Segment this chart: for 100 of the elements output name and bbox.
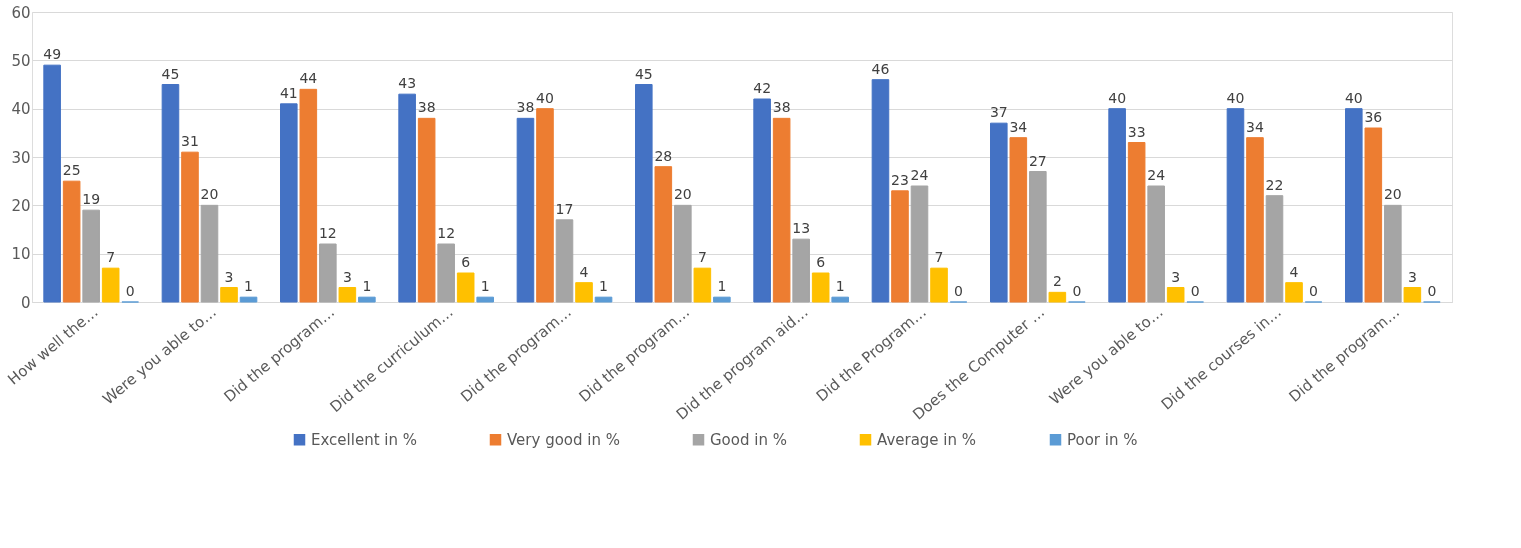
bar xyxy=(101,267,120,303)
data-label: 31 xyxy=(181,133,199,150)
data-label: 24 xyxy=(910,167,929,183)
bar xyxy=(398,93,416,303)
bar xyxy=(575,282,593,303)
data-label: 0 xyxy=(1309,283,1318,299)
legend-label: Poor in % xyxy=(1067,430,1138,449)
bar xyxy=(674,204,692,303)
data-label: 13 xyxy=(792,220,811,237)
bar xyxy=(358,296,376,303)
bar xyxy=(1029,171,1047,303)
data-label: 25 xyxy=(62,162,81,179)
data-label: 34 xyxy=(1246,118,1264,135)
y-tick-label: 30 xyxy=(11,148,31,167)
data-label: 40 xyxy=(1226,89,1245,106)
y-tick-label: 40 xyxy=(11,100,31,119)
data-label: 45 xyxy=(634,65,653,82)
data-label: 38 xyxy=(772,99,791,116)
bar xyxy=(811,272,830,303)
bar xyxy=(437,243,455,303)
data-label: 45 xyxy=(161,65,180,82)
data-label: 33 xyxy=(1127,123,1146,140)
data-label: 0 xyxy=(1427,283,1437,299)
data-label: 1 xyxy=(599,278,608,295)
data-label: 34 xyxy=(1009,118,1028,135)
bar xyxy=(200,204,219,303)
bar xyxy=(299,88,318,303)
data-label: 37 xyxy=(989,104,1008,121)
bar xyxy=(220,287,238,303)
bar xyxy=(654,166,673,303)
data-label: 0 xyxy=(954,283,963,299)
bar xyxy=(1285,282,1303,303)
bar xyxy=(62,180,81,303)
bar xyxy=(1384,204,1402,303)
bar xyxy=(1127,142,1146,303)
bar xyxy=(1108,108,1126,303)
bar xyxy=(161,84,180,303)
data-label: 12 xyxy=(318,225,337,241)
data-label: 1 xyxy=(244,278,253,295)
data-label: 12 xyxy=(437,225,456,241)
data-label: 22 xyxy=(1265,176,1284,193)
data-label: 1 xyxy=(717,278,727,295)
data-label: 7 xyxy=(106,249,116,266)
bar xyxy=(280,103,298,303)
data-label: 6 xyxy=(461,254,471,270)
y-tick-label: 0 xyxy=(20,293,31,312)
bar xyxy=(1364,127,1383,303)
data-label: 36 xyxy=(1364,109,1383,125)
data-label: 0 xyxy=(1190,283,1200,299)
bar xyxy=(713,296,731,303)
data-label: 38 xyxy=(417,99,436,116)
bar xyxy=(792,238,810,303)
data-label: 3 xyxy=(1407,268,1417,285)
y-tick-label: 20 xyxy=(11,196,31,215)
y-tick-label: 50 xyxy=(11,51,31,70)
data-label: 20 xyxy=(1383,186,1402,203)
bar xyxy=(891,190,909,303)
y-tick-label: 60 xyxy=(11,3,31,22)
bar xyxy=(871,79,890,303)
bar xyxy=(555,219,574,303)
bar xyxy=(1048,291,1067,303)
data-label: 3 xyxy=(1171,268,1181,285)
data-label: 1 xyxy=(835,278,845,295)
bar xyxy=(476,296,494,303)
bar xyxy=(1403,287,1422,303)
bar xyxy=(635,84,653,303)
data-label: 4 xyxy=(1289,263,1299,280)
data-label: 23 xyxy=(891,171,909,188)
legend-label: Good in % xyxy=(710,430,787,449)
bar xyxy=(1009,137,1028,303)
bar xyxy=(1265,195,1284,303)
bar xyxy=(1147,185,1165,303)
data-label: 4 xyxy=(579,263,589,280)
bar xyxy=(181,151,199,303)
data-label: 3 xyxy=(224,268,234,285)
data-label: 2 xyxy=(1052,273,1062,290)
data-label: 20 xyxy=(200,186,219,203)
data-label: 38 xyxy=(516,99,535,116)
data-label: 42 xyxy=(753,80,772,96)
data-label: 40 xyxy=(1344,89,1363,106)
bar xyxy=(1166,287,1185,303)
data-label: 44 xyxy=(299,70,318,87)
bar xyxy=(831,296,849,303)
data-label: 19 xyxy=(82,191,101,208)
bar xyxy=(456,272,475,303)
data-label: 41 xyxy=(279,84,298,101)
data-label: 28 xyxy=(654,147,673,164)
bar xyxy=(930,267,948,303)
data-label: 3 xyxy=(342,268,352,285)
bar xyxy=(1246,137,1264,303)
bar xyxy=(693,267,712,303)
data-label: 43 xyxy=(398,75,417,92)
data-label: 46 xyxy=(871,60,890,77)
data-label: 1 xyxy=(362,278,372,295)
data-label: 27 xyxy=(1028,152,1047,169)
data-label: 17 xyxy=(555,200,574,217)
bar xyxy=(1345,108,1363,303)
data-label: 24 xyxy=(1147,167,1166,183)
data-label: 49 xyxy=(43,46,62,63)
bar xyxy=(910,185,929,303)
